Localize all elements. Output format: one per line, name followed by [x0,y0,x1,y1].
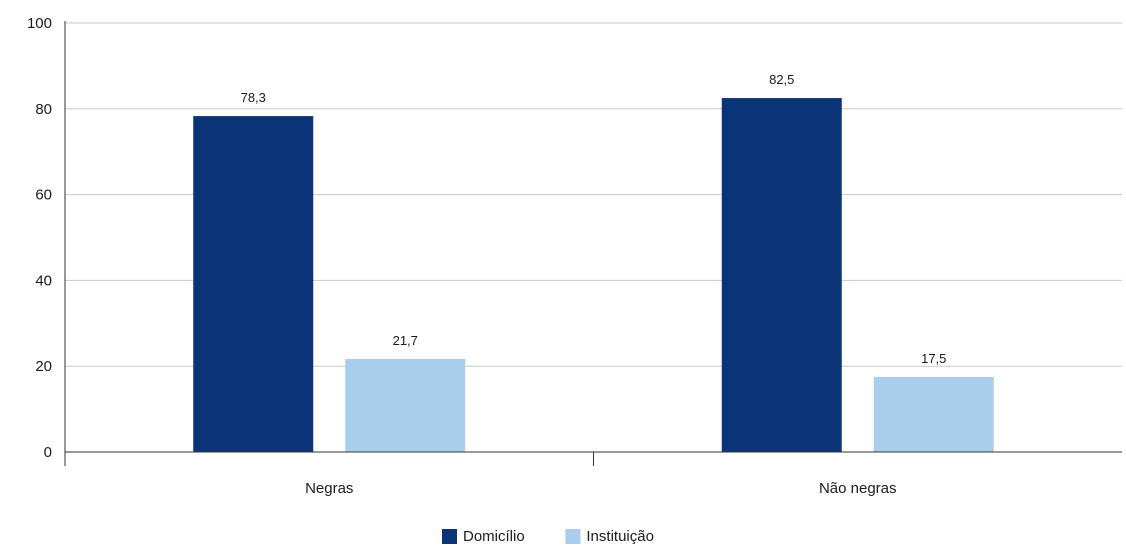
legend-label: Instituição [586,528,654,545]
x-axis-labels: Negras Não negras [305,480,896,497]
axes [64,21,1122,466]
bar [873,376,994,452]
y-tick-label: 60 [35,187,52,204]
bars [193,98,994,452]
legend-swatch [565,529,581,544]
bar [193,116,314,452]
y-tick-label: 80 [35,101,52,118]
data-label: 78,3 [241,90,266,105]
y-tick-label: 0 [44,444,52,461]
data-labels: 78,3 21,7 82,5 17,5 [241,72,947,366]
legend-swatch [442,529,457,544]
data-label: 17,5 [921,351,946,366]
legend-label: Domicílio [463,528,525,545]
data-label: 82,5 [769,72,794,87]
bar [345,358,466,452]
y-axis-ticks: 0 20 40 60 80 100 [27,15,52,461]
bar [721,98,842,452]
data-label: 21,7 [393,333,418,348]
legend: Domicílio Instituição [442,528,654,545]
y-tick-label: 20 [35,358,52,375]
y-tick-label: 100 [27,15,52,32]
x-category-label: Não negras [819,480,897,497]
x-category-label: Negras [305,480,353,497]
y-tick-label: 40 [35,272,52,289]
